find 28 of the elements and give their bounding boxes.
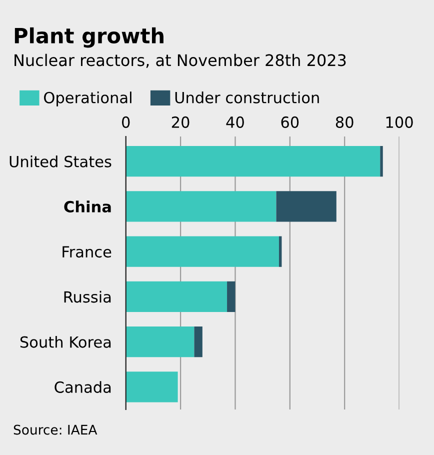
y-tick-label: South Korea (20, 336, 111, 348)
x-tick-label: 60 (281, 116, 299, 128)
chart-title: Plant growth (14, 27, 164, 48)
bar (126, 191, 276, 222)
y-tick-label: Canada (54, 381, 111, 393)
bar (276, 191, 336, 222)
x-tick-label: 80 (336, 116, 354, 128)
bar (278, 236, 282, 267)
x-tick-label: 0 (122, 116, 130, 128)
bar (126, 236, 279, 267)
legend-label: Operational (44, 92, 132, 106)
y-tick-label: Russia (64, 290, 111, 303)
chart-subtitle: Nuclear reactors, at November 28th 2023 (14, 54, 346, 68)
legend-label: Under construction (175, 92, 319, 104)
x-tick-label: 40 (226, 116, 244, 128)
bar (380, 146, 383, 177)
bar (126, 281, 228, 312)
y-tick-label: France (62, 246, 112, 258)
y-tick-label: China (64, 200, 111, 212)
y-tick-label: United States (10, 156, 112, 168)
bar (126, 372, 178, 402)
source-note: Source: IAEA (14, 424, 98, 435)
x-tick-label: 100 (386, 116, 413, 128)
bar (126, 326, 194, 358)
x-tick-label: 20 (172, 116, 190, 128)
bar (227, 281, 236, 312)
bar (194, 326, 202, 358)
bar (126, 146, 380, 177)
